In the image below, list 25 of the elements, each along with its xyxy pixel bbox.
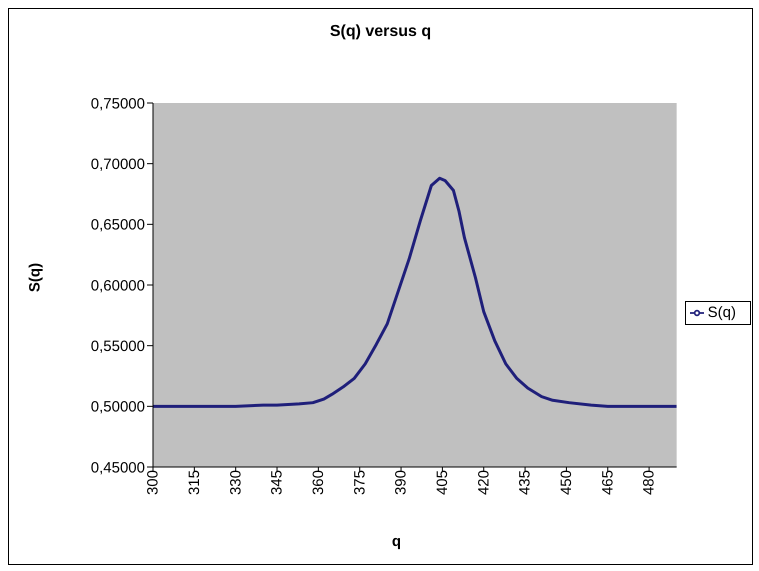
y-tick-label: 0,70000 xyxy=(90,156,145,173)
y-tick-label: 0,45000 xyxy=(90,459,145,476)
x-tick-label: 345 xyxy=(268,470,286,496)
legend-label: S(q) xyxy=(708,304,736,321)
x-tick-label: 465 xyxy=(599,470,616,496)
x-axis-title: q xyxy=(390,533,402,550)
y-tick-label: 0,65000 xyxy=(90,216,145,234)
x-tick-label: 315 xyxy=(186,470,203,496)
y-tick-label: 0,50000 xyxy=(90,398,145,416)
x-tick-label: 375 xyxy=(351,470,368,496)
x-tick-label: 480 xyxy=(640,470,658,496)
y-tick-label: 0,75000 xyxy=(90,95,145,112)
x-tick-label: 405 xyxy=(434,470,452,496)
chart-title: S(q) versus q xyxy=(328,23,432,41)
y-tick-label: 0,55000 xyxy=(90,338,145,355)
y-axis-title: S(q) xyxy=(26,262,44,294)
x-tick-label: 330 xyxy=(227,470,244,496)
x-tick-label: 450 xyxy=(558,470,576,496)
line-series xyxy=(153,176,677,408)
x-tick-label: 360 xyxy=(310,470,328,496)
x-tick-label: 420 xyxy=(475,470,492,496)
x-tick-label: 390 xyxy=(392,470,410,496)
y-tick-label: 0,60000 xyxy=(90,277,145,294)
x-tick-label: 300 xyxy=(144,470,162,496)
x-tick-label: 435 xyxy=(516,470,534,496)
